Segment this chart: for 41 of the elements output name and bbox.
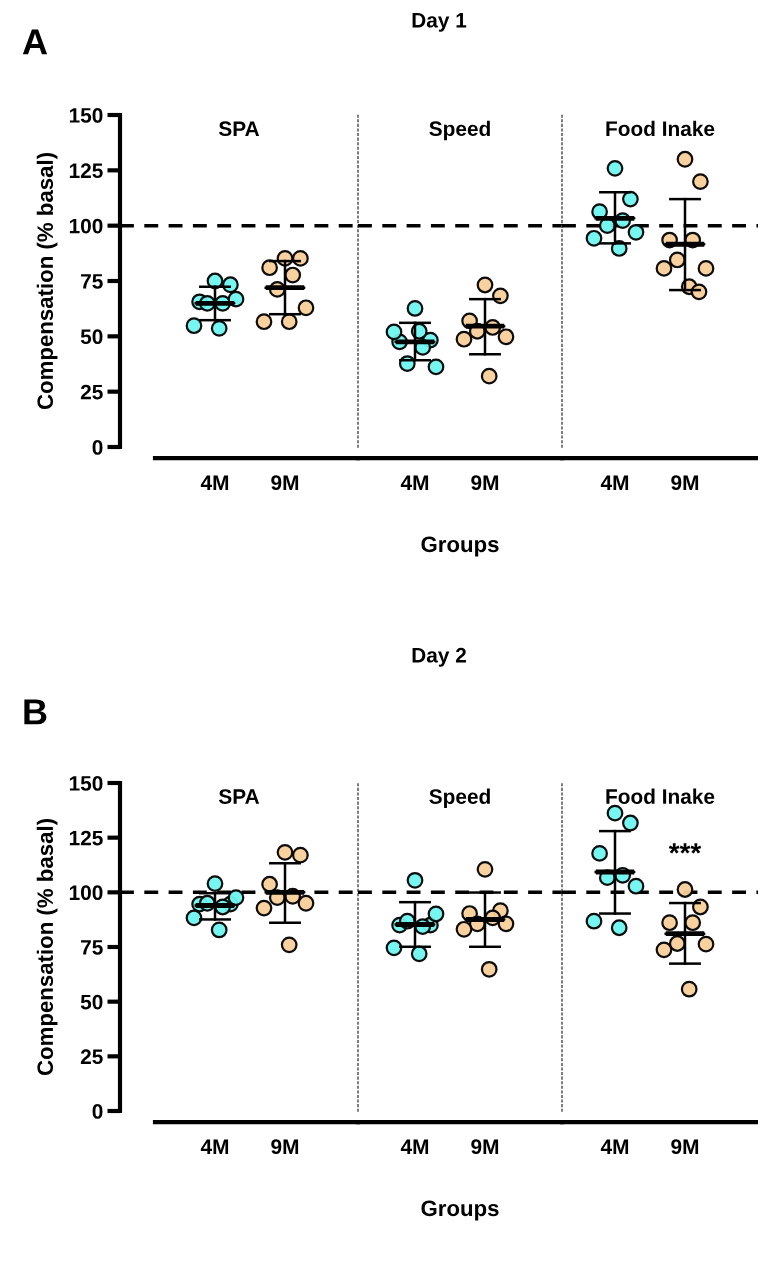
annotation: ***	[668, 843, 702, 854]
y-tick-label: 75	[81, 940, 103, 955]
x-tick-label: 4M	[600, 475, 629, 490]
x-axis-title: Groups	[421, 1200, 499, 1221]
x-tick-label: 4M	[400, 475, 429, 490]
chart-subtitle: Day 1	[412, 13, 467, 32]
x-tick-label: 4M	[400, 1139, 429, 1154]
y-tick-label: 25	[80, 384, 103, 400]
y-tick-label: 125	[69, 163, 103, 179]
x-tick-label: 9M	[471, 1139, 499, 1155]
x-axis-title: Groups	[421, 536, 499, 557]
chart-title: Speed	[429, 788, 490, 809]
text: B	[24, 699, 47, 725]
x-tick-label: 4M	[200, 1139, 229, 1154]
x-tick-label: 9M	[271, 475, 299, 491]
x-tick-label: 4M	[600, 1139, 629, 1154]
y-tick-label: 100	[69, 885, 103, 901]
text: A	[22, 29, 48, 55]
x-tick-label: 9M	[671, 475, 699, 491]
y-tick-label: 75	[81, 274, 103, 289]
y-tick-label: 100	[69, 218, 103, 234]
y-axis-title: Compensation (% basal)	[36, 819, 58, 1076]
chart-title: Food Inake	[606, 788, 715, 804]
y-tick-label: 150	[69, 776, 103, 791]
x-tick-label: 9M	[671, 1139, 699, 1155]
y-tick-label: 25	[80, 1049, 103, 1065]
y-tick-label: 50	[80, 994, 103, 1010]
y-tick-label: 0	[92, 1104, 103, 1119]
chart-title: Food Inake	[606, 120, 715, 137]
y-tick-label: 0	[92, 440, 103, 455]
y-tick-label: 50	[80, 329, 103, 345]
chart-title: Speed	[429, 120, 490, 141]
y-tick-label: 125	[69, 830, 103, 846]
chart-title: SPA	[218, 121, 260, 137]
x-tick-label: 4M	[200, 475, 229, 490]
chart-title: SPA	[218, 789, 260, 804]
y-axis-title: Compensation (% basal)	[36, 153, 58, 410]
chart-subtitle: Day 2	[412, 647, 466, 667]
x-tick-label: 9M	[471, 475, 499, 491]
y-tick-label: 150	[69, 108, 103, 123]
x-tick-label: 9M	[271, 1139, 299, 1155]
